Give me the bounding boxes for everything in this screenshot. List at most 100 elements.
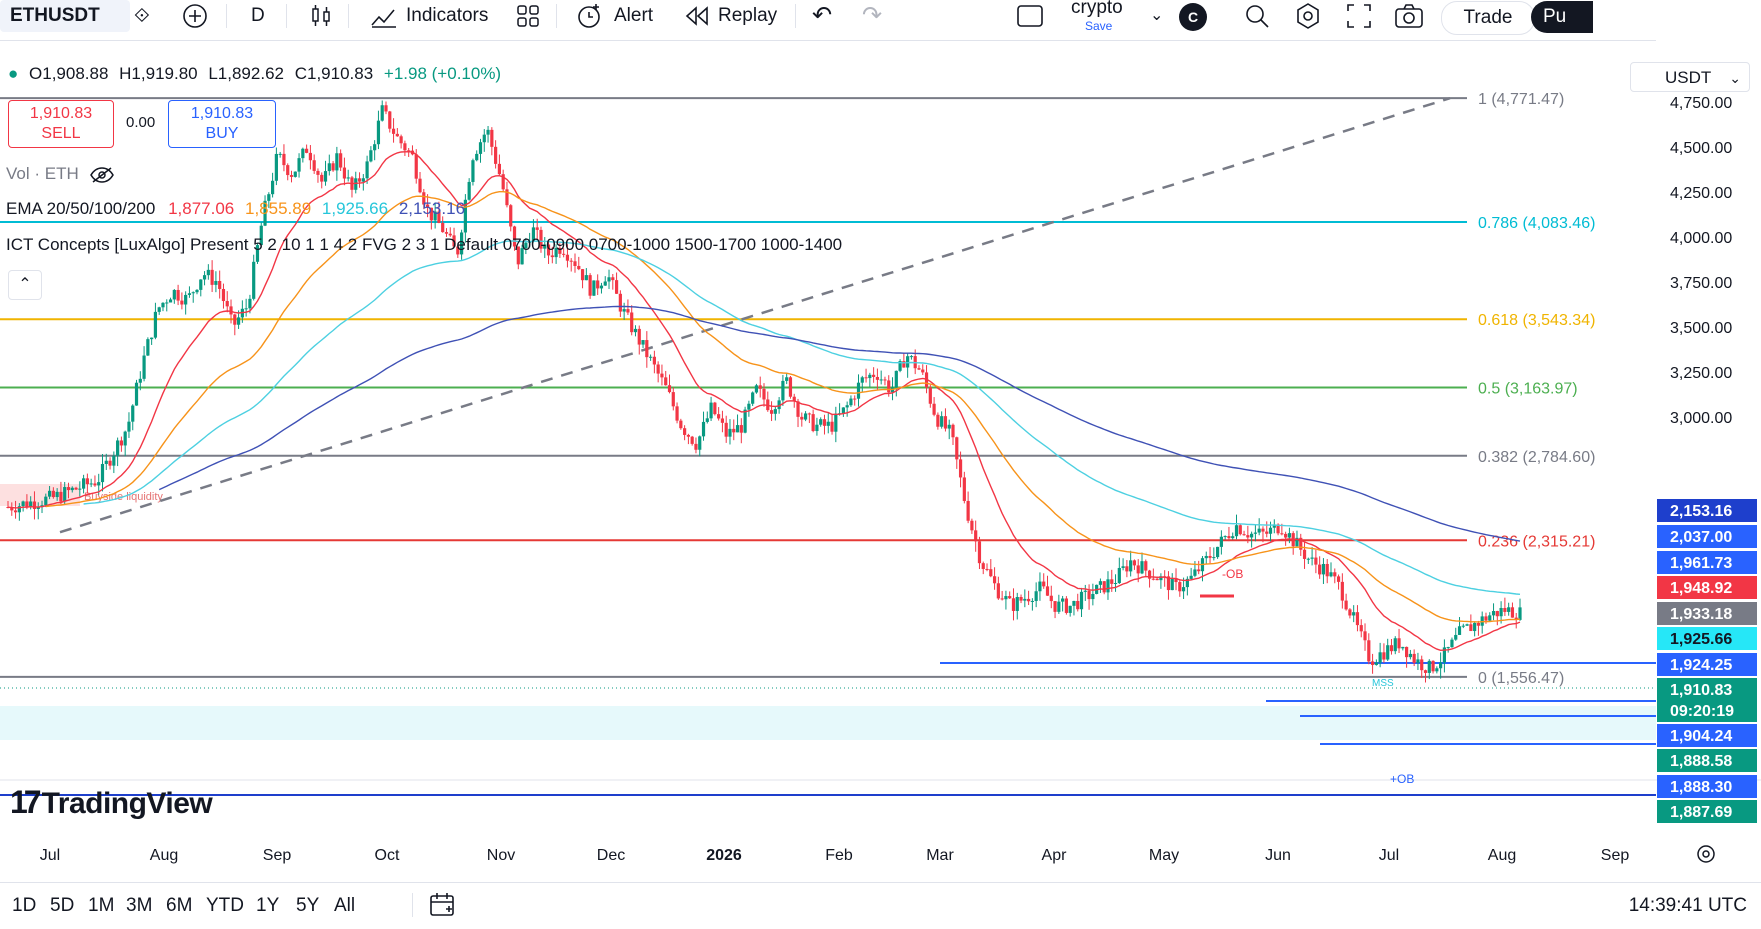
range-button-all[interactable]: All — [334, 895, 356, 916]
price-tag[interactable] — [1657, 775, 1757, 798]
candle-body — [996, 583, 1000, 599]
candle-body — [626, 309, 630, 313]
candle-type-icon[interactable] — [310, 0, 332, 32]
chevron-down-icon[interactable]: ⌄ — [1150, 7, 1164, 24]
camera-icon[interactable] — [1394, 0, 1424, 32]
alert-button[interactable]: Alert — [614, 5, 654, 26]
indicators-button[interactable]: Indicators — [406, 5, 489, 26]
candle-body — [361, 178, 365, 182]
price-tag[interactable] — [1657, 525, 1757, 548]
candle-body — [236, 317, 241, 325]
candle-body — [1314, 557, 1318, 565]
candle-body — [611, 277, 615, 281]
range-button-1y[interactable]: 1Y — [256, 895, 280, 916]
symbol-name[interactable]: ETHUSDT — [10, 5, 100, 26]
price-tag[interactable] — [1657, 678, 1757, 701]
avatar[interactable]: C — [1179, 3, 1207, 31]
candle-body — [694, 443, 698, 450]
replay-icon[interactable] — [684, 0, 710, 32]
axis-settings-icon[interactable] — [1697, 845, 1715, 863]
candle-body — [373, 144, 377, 151]
candle-body — [803, 413, 808, 420]
candle-body — [1242, 534, 1246, 536]
sell-button[interactable]: 1,910.83 SELL — [8, 100, 114, 148]
settings-gear-icon[interactable] — [1294, 0, 1322, 32]
candle-body — [1412, 653, 1416, 663]
layout-icon[interactable] — [1016, 0, 1044, 32]
range-button-1m[interactable]: 1M — [88, 895, 115, 916]
candle-body — [732, 428, 736, 433]
price-tag[interactable] — [1657, 627, 1757, 650]
date-range-calendar-icon[interactable] — [428, 891, 456, 925]
candle-body — [539, 229, 543, 249]
candle-body — [210, 269, 214, 285]
gear-diamond-icon[interactable]: ⟐ — [134, 5, 150, 27]
candle-body — [1378, 652, 1382, 663]
indicators-icon[interactable] — [370, 0, 398, 32]
undo-icon[interactable]: ↶ — [812, 2, 833, 29]
quick-search-icon[interactable] — [1244, 0, 1270, 32]
candle-body — [89, 483, 93, 485]
price-tag[interactable] — [1657, 749, 1757, 772]
currency-select[interactable]: USDT ⌄ — [1630, 62, 1750, 92]
candle-body — [1488, 615, 1492, 621]
range-button-5d[interactable]: 5D — [50, 895, 75, 916]
symbol-search[interactable] — [0, 0, 130, 32]
range-button-6m[interactable]: 6M — [166, 895, 193, 916]
price-tag[interactable] — [1657, 653, 1757, 676]
ema-legend[interactable]: EMA 20/50/100/200 1,877.06 1,855.89 1,92… — [6, 199, 465, 219]
price-tag[interactable] — [1657, 724, 1757, 747]
price-tag[interactable] — [1657, 576, 1757, 599]
candle-body — [191, 292, 195, 294]
templates-grid-icon[interactable] — [516, 0, 540, 32]
hidden-eye-icon[interactable] — [83, 164, 115, 183]
layout-name[interactable]: crypto — [1071, 0, 1123, 18]
candle-body — [584, 275, 588, 281]
candle-body — [112, 455, 116, 466]
range-button-5y[interactable]: 5Y — [296, 895, 320, 916]
fib-level-label: 0 (1,556.47) — [1478, 670, 1564, 687]
candle-body — [1302, 549, 1307, 559]
fullscreen-icon[interactable] — [1346, 0, 1372, 32]
candle-body — [1499, 607, 1503, 617]
candle-body — [1321, 563, 1326, 575]
volume-legend[interactable]: Vol · ETH — [6, 164, 115, 184]
price-tag[interactable] — [1657, 602, 1757, 625]
candle-body — [66, 487, 71, 491]
candle-body — [1344, 600, 1348, 610]
redo-icon[interactable]: ↷ — [862, 2, 883, 29]
compare-symbol-icon[interactable] — [182, 0, 208, 32]
candle-body — [751, 392, 755, 404]
ict-legend[interactable]: ICT Concepts [LuxAlgo] Present 5 2 10 1 … — [6, 235, 843, 254]
candle-body — [97, 482, 101, 486]
price-tag[interactable] — [1657, 699, 1757, 722]
collapse-legend-button[interactable]: ⌃ — [8, 270, 42, 300]
candle-body — [1136, 565, 1140, 574]
publish-button[interactable]: Pu — [1531, 1, 1593, 33]
candle-body — [1174, 578, 1178, 583]
range-button-3m[interactable]: 3M — [126, 895, 153, 916]
candle-body — [1450, 639, 1454, 648]
candle-body — [1484, 616, 1488, 621]
trade-button[interactable]: Trade — [1441, 1, 1535, 35]
candle-body — [834, 413, 838, 432]
candle-body — [1514, 617, 1518, 620]
candle-body — [403, 143, 407, 151]
utc-clock[interactable]: 14:39:41 UTC — [1628, 895, 1747, 916]
range-button-ytd[interactable]: YTD — [206, 895, 244, 916]
candle-body — [936, 414, 940, 427]
candle-body — [301, 148, 305, 159]
price-tag-label: 2,037.00 — [1670, 529, 1732, 546]
price-tag[interactable] — [1657, 800, 1757, 823]
replay-button[interactable]: Replay — [718, 5, 778, 26]
candle-body — [769, 410, 774, 414]
price-tag[interactable] — [1657, 551, 1757, 574]
toolbar-divider — [226, 4, 227, 28]
alert-clock-icon[interactable] — [576, 0, 604, 32]
price-tag[interactable] — [1657, 499, 1757, 522]
buy-button[interactable]: 1,910.83 BUY — [168, 100, 276, 148]
range-button-1d[interactable]: 1D — [12, 895, 37, 916]
save-label[interactable]: Save — [1085, 19, 1113, 33]
interval-button[interactable]: D — [251, 5, 265, 26]
